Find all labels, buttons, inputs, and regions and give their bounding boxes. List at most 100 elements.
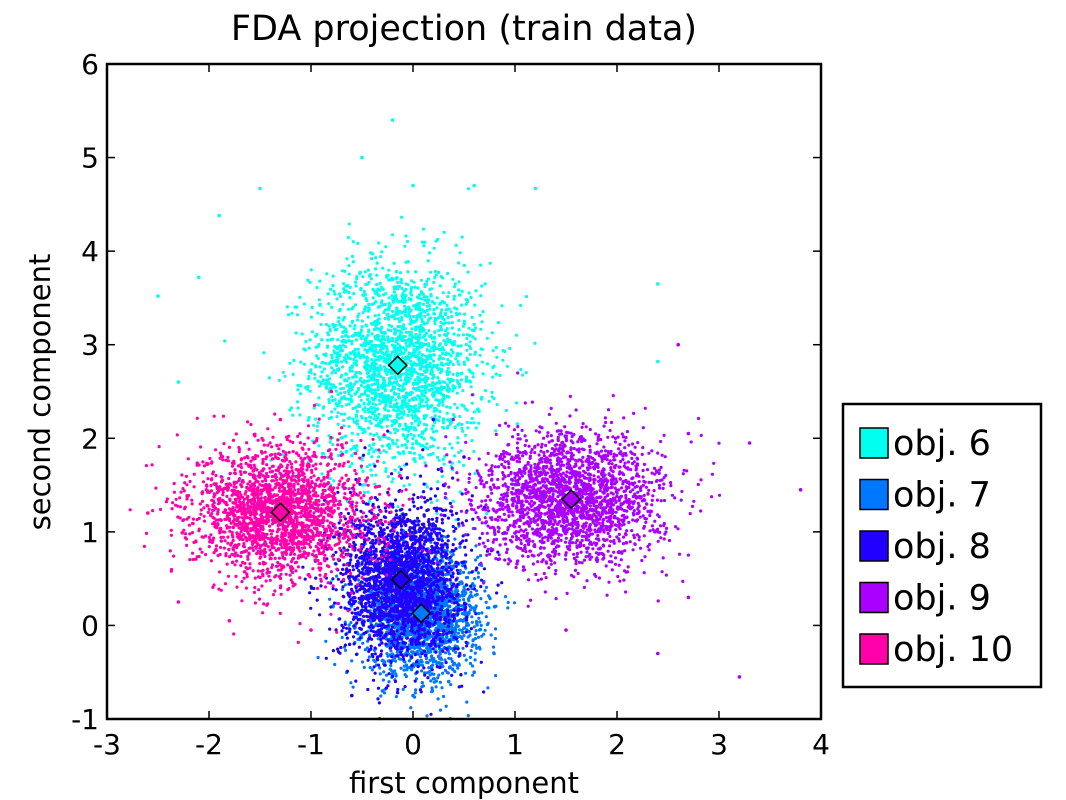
data-point — [446, 418, 450, 422]
data-point — [370, 383, 374, 387]
data-point — [429, 452, 433, 457]
data-point — [416, 507, 420, 511]
data-point — [448, 380, 452, 384]
data-point — [452, 294, 456, 298]
data-point — [362, 402, 366, 406]
data-point — [344, 340, 348, 344]
data-point — [427, 635, 431, 639]
data-point — [298, 392, 303, 396]
data-point — [318, 365, 322, 369]
data-point — [411, 405, 415, 409]
data-point — [360, 319, 364, 323]
data-point — [332, 289, 336, 293]
data-point — [385, 349, 389, 353]
data-point — [315, 286, 319, 290]
data-point — [308, 280, 312, 284]
outlier-point — [533, 186, 538, 191]
data-point — [309, 268, 313, 272]
data-point — [334, 389, 338, 393]
data-point — [390, 438, 394, 443]
data-point — [442, 393, 446, 398]
data-point — [433, 269, 437, 273]
data-point — [386, 340, 390, 344]
data-point — [361, 334, 365, 338]
data-point — [402, 304, 407, 308]
data-point — [450, 585, 454, 589]
data-point — [442, 385, 447, 390]
data-point — [419, 443, 423, 447]
data-point — [351, 375, 355, 379]
data-point — [401, 292, 405, 296]
data-point — [344, 353, 348, 357]
data-point — [419, 359, 424, 363]
data-point — [403, 327, 407, 331]
data-point — [421, 455, 425, 459]
data-point — [491, 375, 495, 379]
data-point — [512, 601, 517, 605]
data-point — [372, 410, 377, 414]
data-point — [364, 336, 368, 340]
data-point — [356, 387, 361, 392]
data-point — [375, 432, 379, 436]
data-point — [353, 374, 357, 378]
data-point — [401, 427, 405, 431]
data-point — [359, 371, 363, 375]
data-point — [383, 407, 387, 411]
data-point — [354, 338, 359, 342]
data-point — [370, 455, 374, 459]
data-point — [446, 377, 450, 381]
data-point — [464, 519, 468, 523]
data-point — [370, 446, 374, 450]
data-point — [427, 317, 431, 321]
data-point — [428, 251, 432, 255]
data-point — [345, 257, 349, 261]
data-point — [472, 322, 476, 326]
data-point — [363, 391, 367, 396]
data-point — [361, 311, 365, 315]
data-point — [450, 461, 454, 465]
data-point — [353, 324, 357, 328]
data-point — [378, 281, 382, 285]
data-point — [415, 416, 419, 420]
data-point — [307, 415, 311, 420]
data-point — [401, 346, 405, 350]
data-point — [476, 635, 481, 639]
data-point — [441, 299, 445, 303]
data-point — [436, 455, 440, 459]
data-point — [458, 545, 462, 549]
data-point — [431, 558, 435, 562]
data-point — [459, 344, 463, 348]
data-point — [467, 571, 471, 575]
data-point — [326, 338, 330, 342]
data-point — [439, 584, 443, 589]
data-point — [504, 408, 508, 413]
data-point — [299, 384, 303, 388]
data-point — [292, 358, 296, 362]
data-point — [325, 384, 329, 389]
data-point — [442, 462, 446, 466]
data-point — [287, 313, 291, 317]
data-point — [473, 337, 477, 341]
data-point — [406, 369, 410, 373]
data-point — [396, 342, 400, 346]
data-point — [431, 444, 435, 448]
data-point — [477, 616, 481, 620]
data-point — [366, 658, 370, 662]
data-point — [416, 307, 421, 311]
data-point — [444, 704, 448, 708]
data-point — [338, 382, 342, 386]
data-point — [378, 666, 382, 670]
data-point — [391, 477, 395, 481]
data-point — [447, 307, 451, 311]
data-point — [418, 344, 422, 348]
data-point — [420, 317, 424, 321]
data-point — [458, 414, 462, 419]
data-point — [423, 587, 428, 591]
data-point — [390, 382, 394, 386]
data-point — [352, 292, 356, 296]
data-point — [467, 344, 471, 348]
data-point — [435, 296, 439, 300]
data-point — [455, 406, 459, 410]
data-point — [376, 385, 380, 389]
data-point — [367, 451, 371, 456]
